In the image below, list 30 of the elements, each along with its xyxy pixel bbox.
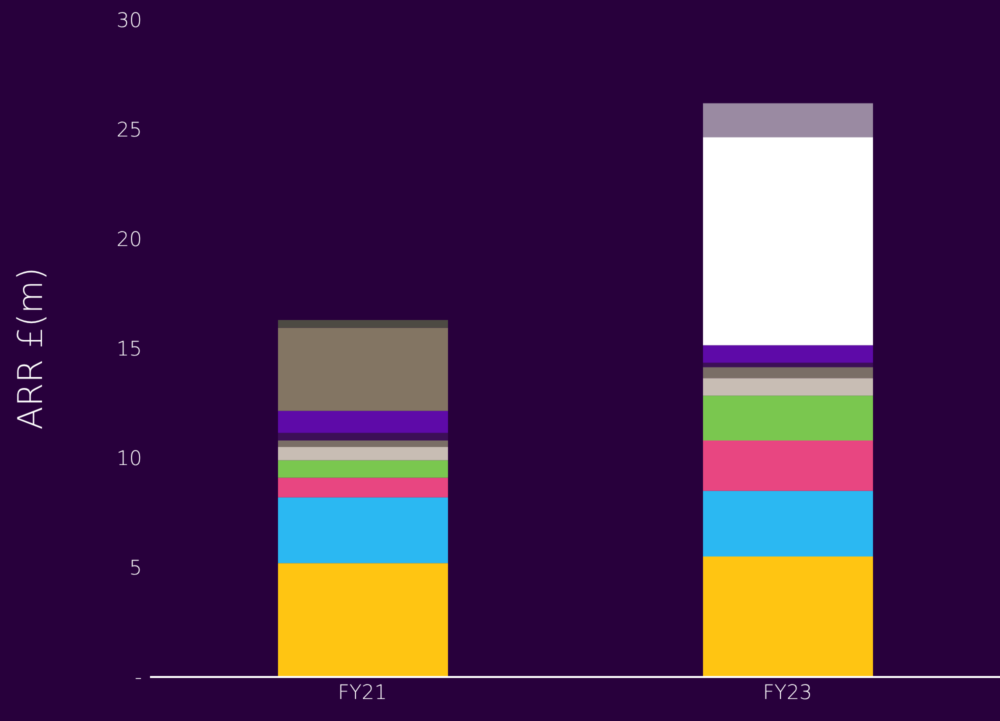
- bar: [278, 497, 448, 564]
- bar: [703, 345, 873, 363]
- y-tick-label: 5: [129, 556, 142, 580]
- bar: [278, 460, 448, 478]
- bar: [703, 440, 873, 491]
- y-tick-label: 25: [116, 118, 142, 142]
- y-tick-label: 15: [116, 336, 142, 361]
- y-tick-label: 30: [116, 8, 142, 32]
- bar: [703, 396, 873, 440]
- y-tick-label: -: [134, 665, 142, 690]
- bar: [703, 378, 873, 396]
- bar: [703, 103, 873, 138]
- y-tick-label: 20: [116, 227, 142, 252]
- bar: [703, 556, 873, 677]
- bar: [278, 478, 448, 498]
- x-tick-label: FY23: [762, 680, 812, 704]
- bar: [278, 432, 448, 440]
- bar: [278, 447, 448, 460]
- bar: [278, 563, 448, 677]
- bar: [278, 440, 448, 448]
- bar: [278, 328, 448, 411]
- y-tick-label: 10: [116, 446, 142, 470]
- bar: [703, 367, 873, 378]
- y-axis-title: ARR £(m): [11, 267, 52, 430]
- bar: [703, 362, 873, 368]
- bar: [278, 410, 448, 433]
- bar: [703, 490, 873, 557]
- bar: [703, 137, 873, 346]
- x-tick-label: FY21: [338, 680, 388, 704]
- bar: [278, 320, 448, 328]
